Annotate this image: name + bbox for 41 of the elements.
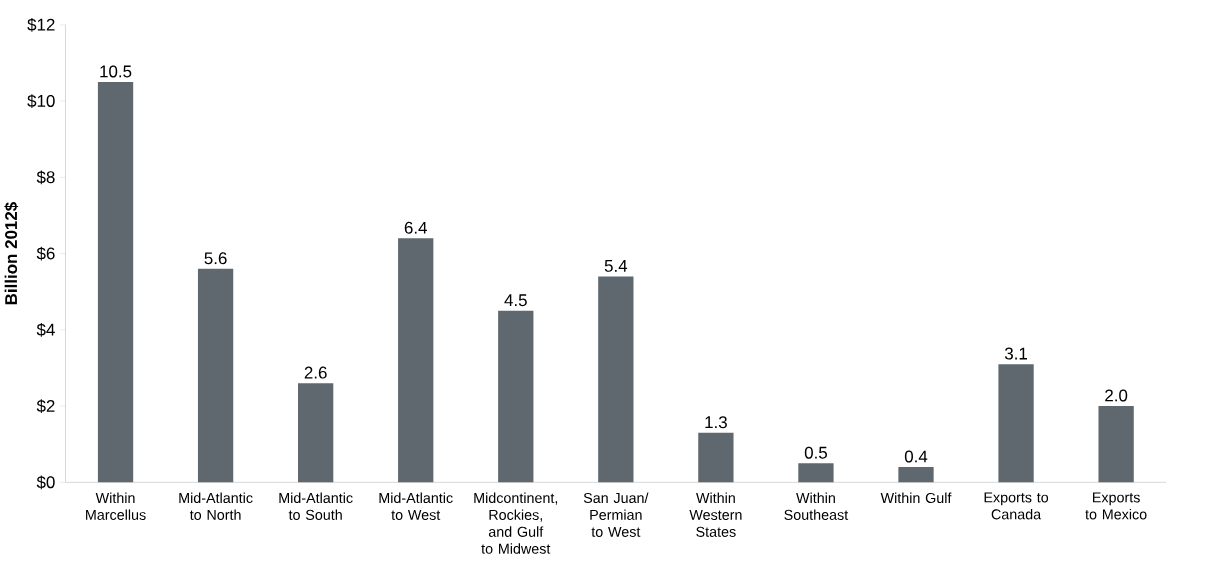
y-tick-label: $12 (27, 17, 55, 32)
x-tick-label: Exports to Canada (984, 492, 1049, 520)
x-tick-label: Within Marcellus (86, 492, 146, 520)
bar (498, 310, 534, 483)
bar (197, 268, 234, 483)
x-tick-label: Within Western States (689, 492, 742, 537)
data-label: 2.6 (304, 366, 327, 379)
y-tick-label: $8 (36, 170, 55, 185)
x-tick-label: Mid-Atlantic to South (279, 492, 353, 520)
bar (398, 238, 434, 483)
data-label: 1.3 (705, 416, 727, 429)
x-tick-label: Midcontinent, Rockies, and Gulf to Midwest (474, 492, 558, 554)
bar (798, 463, 834, 483)
x-tick-label: Exports to Mexico (1085, 492, 1147, 520)
data-label: 5.4 (604, 259, 628, 272)
y-axis-title: Billion 2012$ (4, 201, 19, 305)
data-label: 2.0 (1105, 389, 1128, 402)
y-tick-label: $6 (36, 246, 55, 261)
y-tick-label: $0 (36, 475, 55, 490)
x-tick-label: San Juan/ Permian to West (583, 492, 649, 537)
y-tick-label: $2 (36, 399, 55, 413)
x-tick-label: Mid-Atlantic to West (379, 492, 453, 520)
bar (998, 364, 1034, 483)
bar (898, 466, 934, 483)
y-tick-label: $10 (27, 94, 55, 108)
data-label: 5.6 (204, 252, 227, 265)
x-tick-label: Within Southeast (784, 492, 849, 520)
data-label: 0.5 (804, 446, 827, 459)
data-label: 0.4 (904, 450, 928, 463)
data-label: 3.1 (1004, 347, 1028, 360)
data-label: 10.5 (100, 65, 132, 78)
bar (97, 81, 134, 483)
x-tick-label: Within Gulf (880, 492, 952, 503)
data-label: 4.5 (504, 294, 527, 307)
x-tick-label: Mid-Atlantic to North (179, 492, 253, 520)
bar (298, 383, 334, 483)
data-label: 6.4 (404, 221, 427, 234)
y-tick-label: $4 (36, 322, 55, 337)
bar (598, 276, 634, 483)
bar (1098, 405, 1134, 483)
bar (698, 432, 734, 483)
